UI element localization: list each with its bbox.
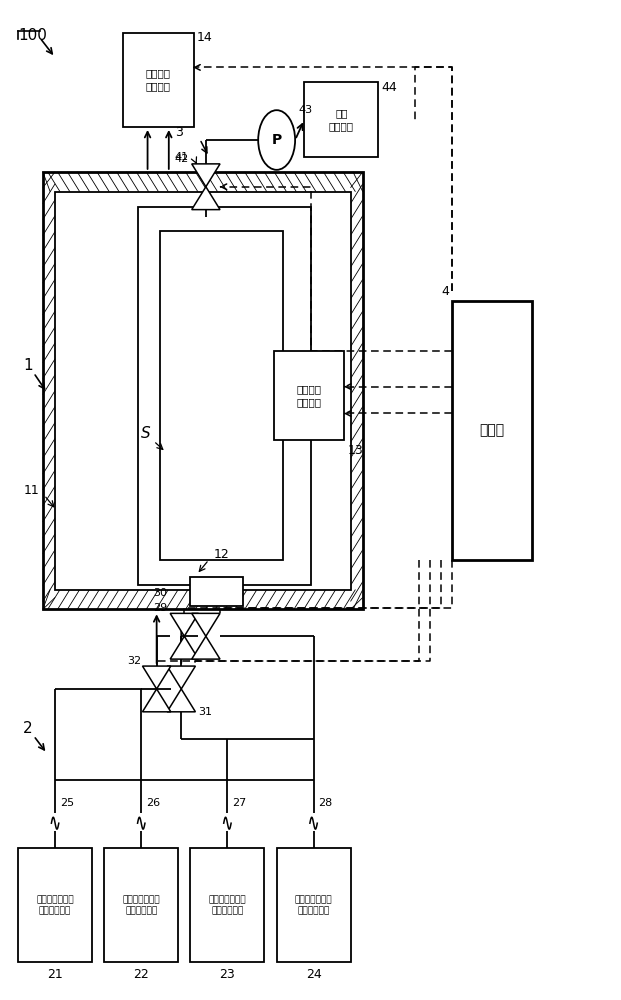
- Bar: [18, 848, 92, 962]
- Polygon shape: [192, 636, 220, 659]
- Bar: [55, 192, 350, 589]
- Polygon shape: [170, 613, 199, 636]
- Text: 第一温度
调节单元: 第一温度 调节单元: [296, 384, 322, 407]
- Text: 第二温度
调节单元: 第二温度 调节单元: [146, 68, 171, 91]
- Text: 第二有机膜原料
气体供给单元: 第二有机膜原料 气体供给单元: [295, 895, 332, 916]
- Bar: [123, 33, 194, 127]
- Bar: [43, 172, 363, 609]
- Circle shape: [258, 110, 295, 170]
- Text: 4: 4: [441, 285, 449, 298]
- Text: 43: 43: [298, 105, 312, 115]
- Polygon shape: [142, 689, 171, 712]
- Text: 28: 28: [319, 798, 333, 808]
- Bar: [191, 577, 243, 606]
- Text: 27: 27: [232, 798, 247, 808]
- Polygon shape: [167, 689, 196, 712]
- Polygon shape: [192, 187, 220, 210]
- Text: 排气
处理设备: 排气 处理设备: [329, 108, 354, 131]
- Text: 控制部: 控制部: [479, 423, 505, 437]
- Bar: [452, 301, 532, 560]
- Text: 21: 21: [47, 968, 63, 981]
- Text: 32: 32: [127, 656, 141, 666]
- Text: 42: 42: [175, 154, 189, 164]
- Text: 23: 23: [220, 968, 235, 981]
- Text: 30: 30: [153, 588, 167, 598]
- Text: 44: 44: [381, 81, 397, 94]
- Text: 26: 26: [146, 798, 160, 808]
- Bar: [191, 848, 265, 962]
- Text: 25: 25: [60, 798, 74, 808]
- Polygon shape: [192, 613, 220, 636]
- Polygon shape: [142, 666, 171, 689]
- Bar: [104, 848, 178, 962]
- Bar: [138, 207, 310, 585]
- Text: 13: 13: [347, 444, 363, 457]
- Text: 29: 29: [153, 603, 167, 613]
- Bar: [160, 231, 283, 560]
- Text: 1: 1: [23, 358, 33, 373]
- Text: P: P: [271, 133, 282, 147]
- Text: 11: 11: [24, 484, 40, 497]
- Text: 第一有机膜原料
气体供给单元: 第一有机膜原料 气体供给单元: [209, 895, 247, 916]
- Text: 第二无机膜原料
气体供给单元: 第二无机膜原料 气体供给单元: [122, 895, 160, 916]
- Text: 22: 22: [134, 968, 149, 981]
- Text: 3: 3: [176, 126, 183, 139]
- Text: 31: 31: [199, 707, 212, 717]
- Text: 2: 2: [23, 721, 33, 736]
- Bar: [274, 351, 345, 440]
- Polygon shape: [192, 164, 220, 187]
- Polygon shape: [167, 666, 196, 689]
- Bar: [276, 848, 350, 962]
- Text: 第一无机膜原料
气体供给单元: 第一无机膜原料 气体供给单元: [36, 895, 74, 916]
- Text: 100: 100: [18, 28, 47, 43]
- Bar: [304, 82, 378, 157]
- Polygon shape: [170, 636, 199, 659]
- Text: S: S: [141, 426, 151, 441]
- Text: 14: 14: [197, 31, 212, 44]
- Text: 12: 12: [214, 548, 229, 561]
- Text: 24: 24: [306, 968, 322, 981]
- Text: 41: 41: [175, 152, 189, 162]
